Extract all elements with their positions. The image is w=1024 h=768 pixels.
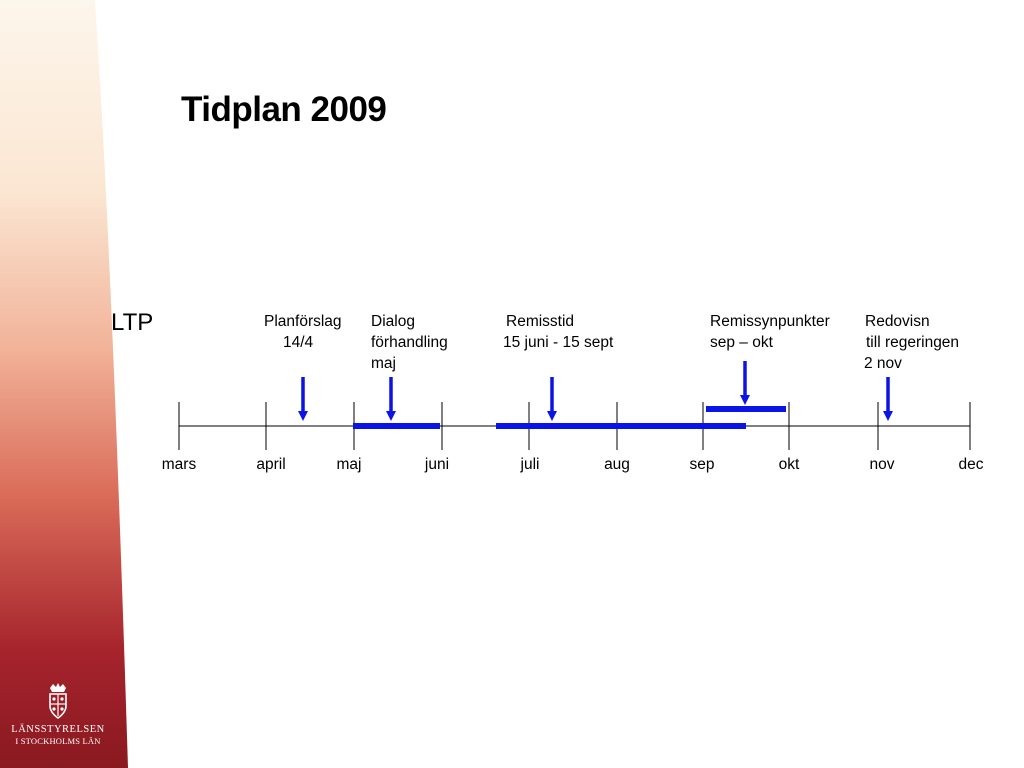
event-label-remisstid: Remisstid 15 juni - 15 sept xyxy=(503,311,613,353)
event-label-line: 15 juni - 15 sept xyxy=(503,334,614,351)
logo-line-1: LÄNSSTYRELSEN xyxy=(11,724,105,735)
month-label-juli: juli xyxy=(520,456,540,473)
event-label-line: sep – okt xyxy=(710,334,773,351)
month-label-nov: nov xyxy=(869,456,895,473)
row-label-ltp: LTP xyxy=(111,309,154,336)
lansstyrelsen-logo: LÄNSSTYRELSEN I STOCKHOLMS LÄN xyxy=(0,682,116,747)
logo-line-2: I STOCKHOLMS LÄN xyxy=(15,736,101,746)
event-label-line: förhandling xyxy=(371,334,448,351)
event-label-line: Dialog xyxy=(371,313,415,330)
event-label-redovisn: Redovisn till regeringen 2 nov xyxy=(864,311,959,374)
crown-shield-icon xyxy=(49,683,67,719)
event-label-line: maj xyxy=(371,355,396,372)
event-label-line: till regeringen xyxy=(866,334,960,351)
month-label-mars: mars xyxy=(161,456,197,473)
side-gradient-band xyxy=(0,0,130,768)
month-label-sep: sep xyxy=(689,456,715,473)
month-label-dec: dec xyxy=(958,456,984,473)
event-label-line: Planförslag xyxy=(264,313,342,330)
event-label-planforslag: Planförslag 14/4 xyxy=(264,311,342,353)
event-label-line: 14/4 xyxy=(283,334,314,351)
event-label-line: Redovisn xyxy=(865,313,930,330)
month-label-april: april xyxy=(256,456,286,473)
event-label-dialog: Dialog förhandling maj xyxy=(371,311,448,374)
slide-title: Tidplan 2009 xyxy=(181,90,387,129)
event-label-line: Remissynpunkter xyxy=(710,313,830,330)
month-label-aug: aug xyxy=(604,456,630,473)
month-label-maj: maj xyxy=(336,456,362,473)
event-label-line: Remisstid xyxy=(506,313,575,330)
month-label-okt: okt xyxy=(778,456,800,473)
event-label-remissynpunkter: Remissynpunkter sep – okt xyxy=(710,311,830,353)
event-label-line: 2 nov xyxy=(864,355,902,372)
month-label-juni: juni xyxy=(424,456,450,473)
